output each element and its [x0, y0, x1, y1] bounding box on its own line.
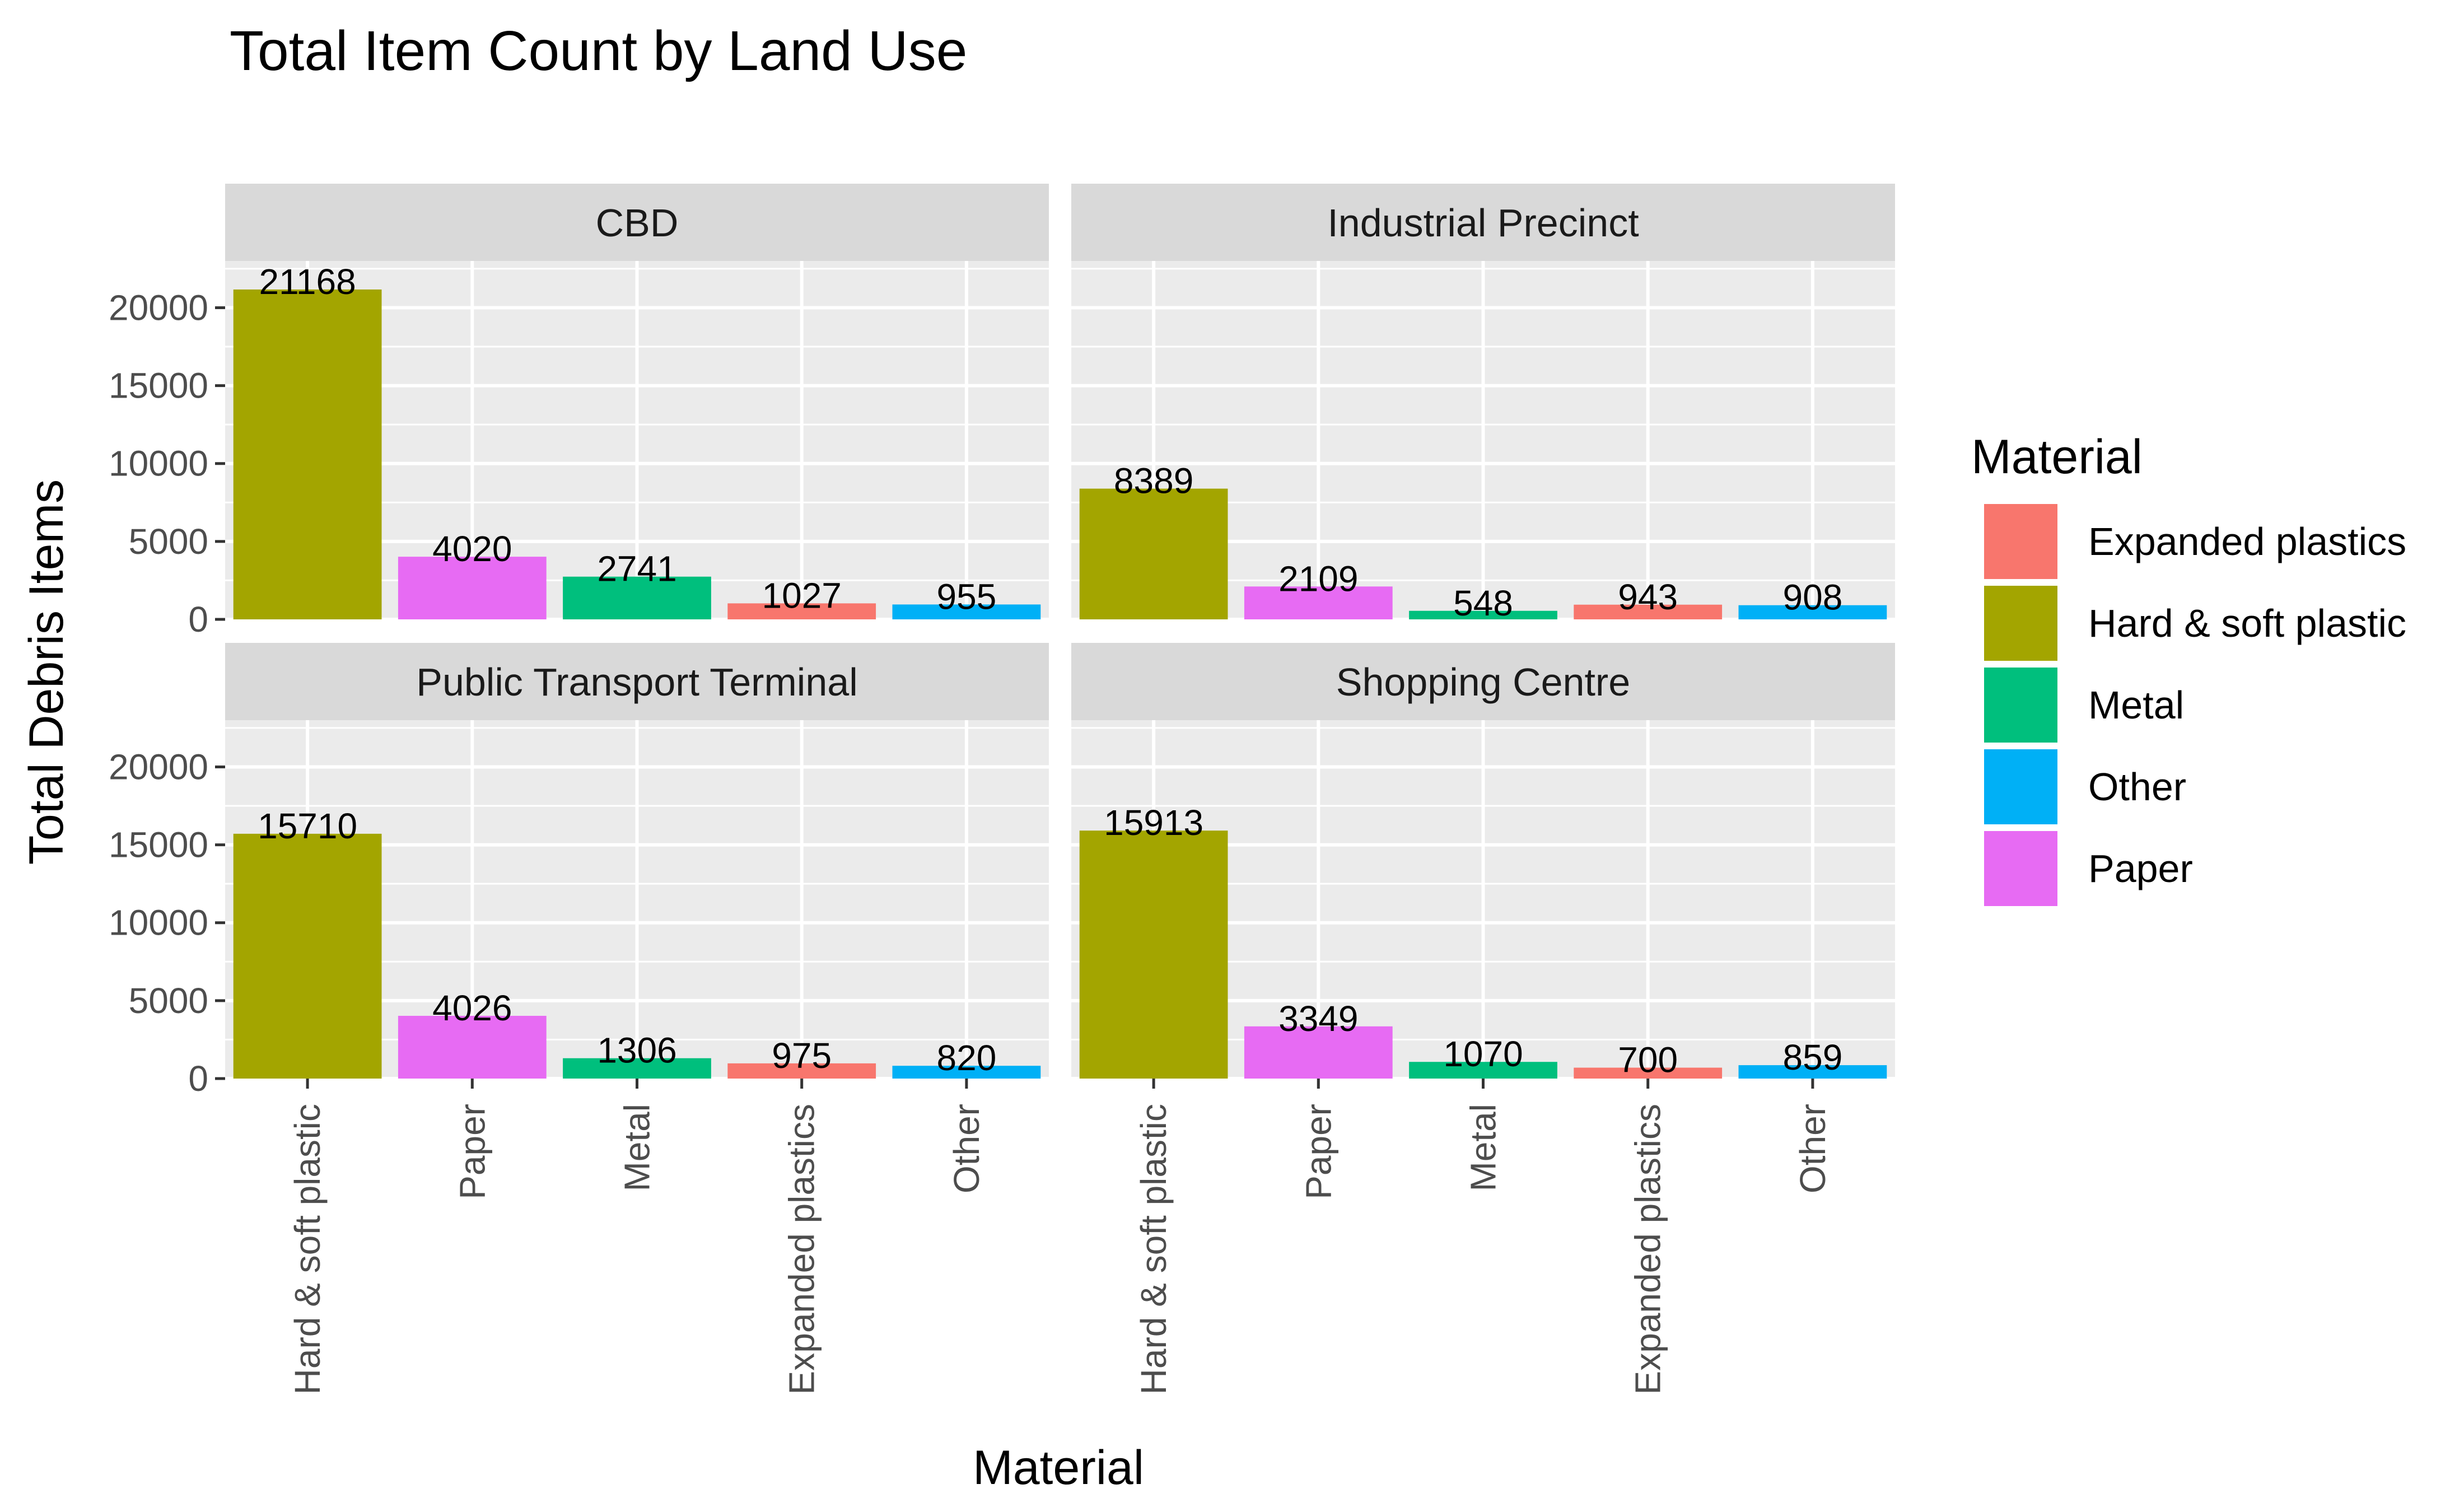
data-label-shopping-centre-paper: 3349 [1278, 998, 1358, 1039]
y-tick-label: 0 [188, 1058, 208, 1099]
x-axis-title: Material [973, 1441, 1144, 1495]
bar-industrial-precinct-paper [1244, 586, 1393, 619]
data-label-public-transport-terminal-paper: 4026 [432, 988, 512, 1028]
y-tick-label: 20000 [109, 287, 208, 328]
data-label-public-transport-terminal-hard-and-soft-plastic: 15710 [258, 806, 357, 846]
bar-public-transport-terminal-paper [398, 1015, 547, 1079]
bar-shopping-centre-hard-and-soft-plastic [1079, 830, 1228, 1079]
data-label-shopping-centre-expanded-plastics: 700 [1618, 1040, 1678, 1080]
bar-industrial-precinct-metal [1409, 610, 1557, 619]
bar-industrial-precinct-other [1738, 605, 1887, 619]
bar-cbd-expanded-plastics [727, 603, 876, 619]
y-tick-label: 15000 [109, 366, 208, 406]
bar-cbd-other [892, 604, 1041, 619]
data-label-cbd-hard-and-soft-plastic: 21168 [259, 262, 356, 302]
x-tick-label-metal: Metal [617, 1104, 657, 1192]
bar-public-transport-terminal-other [892, 1066, 1041, 1079]
x-tick-label-hard-and-soft-plastic: Hard & soft plastic [287, 1104, 328, 1394]
legend: Material Expanded plastics Hard & soft pl… [1971, 430, 2406, 906]
facet-cbd: CBD 21168 4020 2741 1027 955 0 5000 10000 15000 20… [109, 184, 1049, 640]
y-tick-label: 15000 [109, 825, 208, 865]
bar-industrial-precinct-hard-and-soft-plastic [1079, 488, 1228, 619]
y-tick-label: 20000 [109, 746, 208, 787]
x-tick-label-expanded-plastics: Expanded plastics [782, 1104, 822, 1394]
facet-public-transport-terminal: Public Transport Terminal 15710 4026 1306 97… [109, 643, 1049, 1394]
facet-panels: CBD 21168 4020 2741 1027 955 0 5000 10000 15000 20… [109, 184, 1895, 1394]
legend-title: Material [1971, 430, 2143, 484]
facet-label-public-transport-terminal: Public Transport Terminal [416, 660, 858, 704]
x-tick-label-expanded-plastics: Expanded plastics [1628, 1104, 1668, 1394]
data-label-industrial-precinct-paper: 2109 [1278, 558, 1358, 599]
bar-shopping-centre-paper [1244, 1026, 1393, 1079]
x-tick-label-other: Other [946, 1104, 987, 1193]
data-label-shopping-centre-hard-and-soft-plastic: 15913 [1104, 802, 1203, 843]
facet-strip-shopping-centre [1071, 643, 1895, 720]
data-label-shopping-centre-metal: 1070 [1443, 1034, 1523, 1074]
data-label-public-transport-terminal-expanded-plastics: 975 [772, 1035, 832, 1076]
x-tick-label-hard-and-soft-plastic: Hard & soft plastic [1133, 1104, 1174, 1394]
y-axis-title: Total Debris Items [20, 479, 73, 865]
facet-label-industrial-precinct: Industrial Precinct [1327, 201, 1639, 245]
legend-label-expanded-plastics: Expanded plastics [2088, 520, 2406, 563]
y-tick-label: 10000 [109, 444, 208, 484]
data-label-cbd-metal: 2741 [597, 549, 676, 589]
bar-public-transport-terminal-metal [563, 1058, 711, 1079]
y-tick-label: 0 [188, 599, 208, 640]
data-label-cbd-paper: 4020 [432, 529, 512, 569]
bar-cbd-hard-and-soft-plastic [233, 289, 382, 619]
facet-label-cbd: CBD [596, 201, 679, 245]
bar-public-transport-terminal-expanded-plastics [727, 1063, 876, 1079]
data-label-cbd-expanded-plastics: 1027 [762, 575, 842, 615]
legend-key-hard-and-soft-plastic [1984, 586, 2057, 661]
chart-title: Total Item Count by Land Use [230, 20, 967, 82]
data-label-cbd-other: 955 [937, 576, 997, 617]
legend-label-paper: Paper [2088, 847, 2193, 890]
facet-strip-industrial-precinct [1071, 184, 1895, 261]
bar-public-transport-terminal-hard-and-soft-plastic [233, 833, 382, 1079]
data-label-industrial-precinct-expanded-plastics: 943 [1618, 577, 1678, 617]
facet-shopping-centre: Shopping Centre 15913 3349 1070 700 859 Hard &… [1071, 643, 1895, 1394]
legend-key-metal [1984, 668, 2057, 743]
legend-key-other [1984, 749, 2057, 824]
legend-key-expanded-plastics [1984, 504, 2057, 579]
legend-label-hard-and-soft-plastic: Hard & soft plastic [2088, 601, 2406, 645]
bar-shopping-centre-other [1738, 1065, 1887, 1079]
facet-industrial-precinct: Industrial Precinct 8389 2109 548 943 908 [1071, 184, 1895, 623]
data-label-industrial-precinct-metal: 548 [1453, 583, 1513, 623]
y-tick-label: 10000 [109, 903, 208, 943]
data-label-public-transport-terminal-other: 820 [937, 1038, 997, 1078]
bar-industrial-precinct-expanded-plastics [1574, 604, 1723, 619]
bar-cbd-paper [398, 557, 547, 619]
x-tick-label-paper: Paper [452, 1104, 492, 1200]
x-tick-label-other: Other [1793, 1104, 1833, 1193]
bar-shopping-centre-metal [1409, 1062, 1557, 1079]
bar-cbd-metal [563, 576, 711, 619]
bar-shopping-centre-expanded-plastics [1574, 1067, 1723, 1079]
data-label-public-transport-terminal-metal: 1306 [597, 1030, 676, 1071]
legend-label-other: Other [2088, 765, 2186, 809]
data-label-industrial-precinct-other: 908 [1783, 577, 1843, 618]
x-tick-label-paper: Paper [1298, 1104, 1338, 1200]
data-label-industrial-precinct-hard-and-soft-plastic: 8389 [1114, 461, 1193, 501]
facet-label-shopping-centre: Shopping Centre [1336, 660, 1630, 704]
y-tick-label: 5000 [129, 521, 208, 562]
x-tick-label-metal: Metal [1463, 1104, 1504, 1192]
y-tick-label: 5000 [129, 981, 208, 1021]
legend-key-paper [1984, 831, 2057, 906]
data-label-shopping-centre-other: 859 [1783, 1037, 1843, 1077]
facet-strip-public-transport-terminal [225, 643, 1049, 720]
facet-strip-cbd [225, 184, 1049, 261]
legend-label-metal: Metal [2088, 683, 2184, 727]
